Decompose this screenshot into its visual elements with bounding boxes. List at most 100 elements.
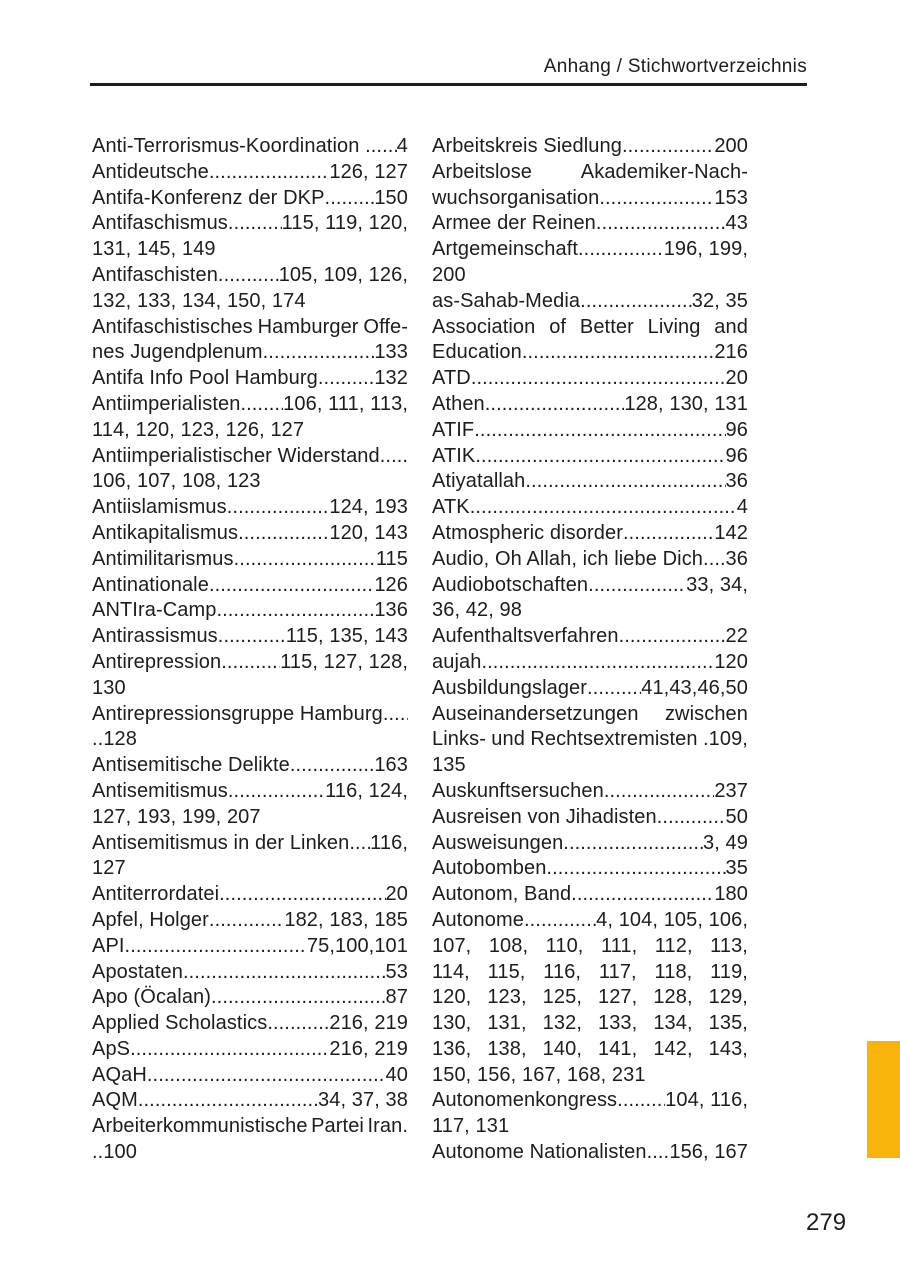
dot-leader: ........................................… xyxy=(525,470,725,493)
entry-word: 114, xyxy=(432,960,470,983)
dot-leader: ........................................… xyxy=(646,1141,670,1164)
dot-leader: ........................................… xyxy=(578,238,664,261)
entry-pages: 20 xyxy=(385,883,408,906)
entry-pages: 20 xyxy=(725,367,748,390)
index-entry-line: Artgemeinschaft.........................… xyxy=(432,237,748,263)
dot-leader: ........................................… xyxy=(211,986,386,1009)
entry-pages: 87 xyxy=(385,986,408,1009)
header-rule xyxy=(90,83,807,86)
dot-leader: ........................................… xyxy=(622,521,714,544)
entry-word: 134, xyxy=(653,1012,693,1035)
index-entry-line: Autonom, Band...........................… xyxy=(432,882,748,908)
entry-term: Antideutsche xyxy=(92,160,209,183)
entry-term: Antiterrordatei xyxy=(92,883,220,906)
index-entry-line: Apo (Öcalan)............................… xyxy=(92,985,408,1011)
dot-leader: ........................................… xyxy=(703,547,726,570)
index-entry-line: Autobomben..............................… xyxy=(432,856,748,882)
entry-word: und xyxy=(491,728,525,751)
dot-leader: ........................................… xyxy=(599,186,714,209)
entry-word: 133, xyxy=(597,1012,638,1035)
entry-pages: 132 xyxy=(374,367,408,390)
entry-word: of xyxy=(549,315,567,338)
entry-term: ANTIra-Camp xyxy=(92,599,217,622)
dot-leader: ........................................… xyxy=(474,418,726,441)
index-entry-line: 150, 156, 167, 168, 231 xyxy=(432,1063,646,1086)
entry-term: Apfel, Holger xyxy=(92,908,209,931)
entry-term: Ausweisungen xyxy=(432,831,564,854)
entry-pages: 126 xyxy=(374,573,408,596)
entry-word: 132, xyxy=(542,1012,582,1035)
index-entry-line: 114, 120, 123, 126, 127 xyxy=(92,418,305,441)
entry-word: zwischen xyxy=(664,702,748,725)
entry-pages: 4 xyxy=(396,135,408,157)
dot-leader: ........................................… xyxy=(208,573,375,596)
entry-term: ApS xyxy=(92,1037,131,1060)
entry-term: Audio, Oh Allah, ich liebe Dich xyxy=(432,547,704,570)
entry-pages: 163 xyxy=(374,754,408,777)
entry-pages: 4 xyxy=(736,496,748,519)
dot-leader: ........................................… xyxy=(208,908,284,931)
dot-leader: ........................................… xyxy=(382,702,408,725)
dot-leader: ........................................… xyxy=(216,599,375,622)
entry-term: AQM xyxy=(92,1089,138,1112)
index-entry-line: Ausweisungen............................… xyxy=(432,831,748,857)
entry-word: 135, xyxy=(708,1012,748,1035)
index-entry-line: API.....................................… xyxy=(92,934,408,960)
entry-word: Antifaschistisches xyxy=(92,315,253,338)
index-entry-line: Auseinandersetzungen zwischen xyxy=(432,702,748,728)
index-entry-line: Applied Scholastics.....................… xyxy=(92,1011,408,1037)
entry-term: Antirassismus xyxy=(92,625,218,648)
dot-leader: ........................................… xyxy=(571,883,714,906)
entry-word: 123, xyxy=(487,986,527,1009)
entry-term: Antiislamismus xyxy=(92,496,227,519)
entry-pages: 150 xyxy=(374,186,408,209)
index-entry-line: 36, 42, 98 xyxy=(432,599,522,622)
index-entry-line: 107, 108, 110, 111, 112, 113, xyxy=(432,934,748,960)
entry-pages: 200 xyxy=(714,135,748,157)
entry-word: 111, xyxy=(600,934,638,957)
index-entry-line: nes Jugendplenum........................… xyxy=(92,340,408,366)
entry-pages: 34, 37, 38 xyxy=(318,1089,408,1112)
entry-term: Auskunftsersuchen xyxy=(432,779,604,802)
entry-word: Living xyxy=(647,315,701,338)
entry-term: Autonome xyxy=(432,908,524,931)
entry-word: 141, xyxy=(597,1037,638,1060)
entry-word: Akademiker-Nach- xyxy=(580,160,748,183)
entry-word: Hamburger xyxy=(257,315,359,338)
entry-word: 110, xyxy=(545,934,584,957)
index-entry-line: Antifaschistisches Hamburger Offe- xyxy=(92,315,408,341)
entry-pages: 35 xyxy=(725,857,748,880)
entry-pages: 115, 127, 128, xyxy=(280,650,408,673)
entry-term: Antiimperialisten xyxy=(92,392,241,415)
index-entry-line: 127 xyxy=(92,857,126,880)
entry-pages: 115, 119, 120, xyxy=(281,212,408,235)
page-number: 279 xyxy=(806,1209,847,1236)
entry-term: Ausreisen von Jihadisten xyxy=(432,805,657,828)
index-entry-line: 106, 107, 108, 123 xyxy=(92,470,261,493)
entry-pages: 124, 193 xyxy=(329,496,408,519)
dot-leader: ........................................… xyxy=(317,367,375,390)
dot-leader: ........................................… xyxy=(349,831,370,854)
index-entry-line: ..100 xyxy=(92,1141,137,1164)
dot-leader: ........................................… xyxy=(130,1037,329,1060)
dot-leader: ........................................… xyxy=(621,135,714,157)
entry-word: 115, xyxy=(487,960,526,983)
entry-pages: 105, 109, 126, xyxy=(278,263,408,286)
chapter-tab-marker xyxy=(867,1041,900,1158)
entry-term: Antisemitische Delikte xyxy=(92,754,290,777)
index-entry-line: Apostaten...............................… xyxy=(92,960,408,986)
dot-leader: ........................................… xyxy=(475,444,726,467)
entry-term: Antiimperialistischer Widerstand xyxy=(92,444,380,467)
entry-word: 113, xyxy=(710,934,748,957)
index-entry-line: 130 xyxy=(92,676,126,699)
dot-leader: ........................................… xyxy=(219,883,386,906)
entry-word: 142, xyxy=(653,1037,693,1060)
dot-leader: ........................................… xyxy=(523,908,596,931)
entry-word: 107, xyxy=(432,934,472,957)
entry-word: 131, xyxy=(487,1012,527,1035)
index-entry-line: AQaH....................................… xyxy=(92,1063,408,1089)
entry-word: 128, xyxy=(653,986,693,1009)
index-entry-line: 131, 145, 149 xyxy=(92,238,216,261)
entry-word: 138, xyxy=(487,1037,527,1060)
index-entry-line: Antisemitismus in der Linken............… xyxy=(92,831,408,857)
